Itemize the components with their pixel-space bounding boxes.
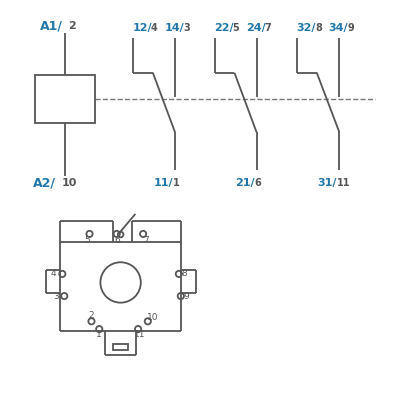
Text: 10: 10 [62,178,77,188]
Text: 10: 10 [147,313,158,322]
Text: 7: 7 [265,23,272,33]
Text: 3: 3 [183,23,190,33]
Text: 6: 6 [115,236,120,245]
Text: 34/: 34/ [328,23,348,33]
Text: 2: 2 [89,311,94,320]
Text: 3: 3 [53,292,59,301]
Text: 4: 4 [51,269,57,279]
Text: 7: 7 [144,236,149,245]
Text: 11/: 11/ [154,178,173,188]
Text: 5: 5 [233,23,239,33]
Bar [113,344,129,351]
Text: 4: 4 [151,23,158,33]
Text: 24/: 24/ [246,23,266,33]
Text: 1: 1 [173,178,180,188]
Text: 14/: 14/ [164,23,184,33]
Text: 9: 9 [347,23,354,33]
Text: 6: 6 [255,178,261,188]
Bar [35,74,95,123]
Text: 8: 8 [315,23,322,33]
Text: 2: 2 [68,21,76,31]
Text: 5: 5 [85,236,90,245]
Text: 12/: 12/ [132,23,152,33]
Text: 11: 11 [337,178,350,188]
Text: 9: 9 [183,292,189,301]
Text: 8: 8 [181,269,187,279]
Text: 31/: 31/ [317,178,337,188]
Text: 11: 11 [134,331,146,339]
Text: A2/: A2/ [33,177,56,190]
Text: 22/: 22/ [214,23,233,33]
Text: 32/: 32/ [297,23,316,33]
Text: 21/: 21/ [235,178,255,188]
Text: 1: 1 [97,331,102,339]
Text: A1/: A1/ [40,20,63,33]
